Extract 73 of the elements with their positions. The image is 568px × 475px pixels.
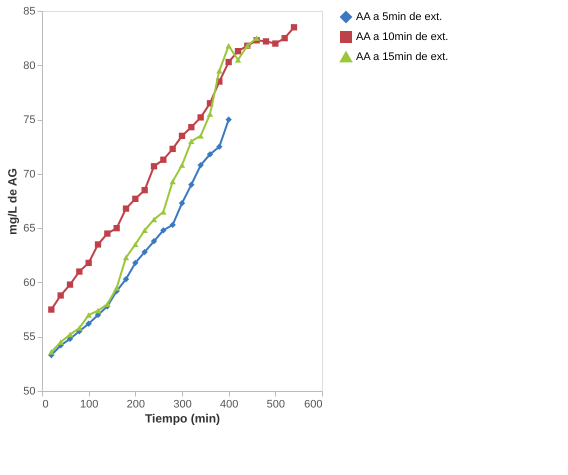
x-tick-label: 600	[304, 398, 322, 410]
x-tick-label: 400	[220, 398, 238, 410]
x-tick-label: 200	[126, 398, 146, 410]
point	[122, 205, 130, 212]
y-tick-label: 70	[23, 168, 36, 180]
point	[86, 320, 92, 327]
point	[76, 268, 82, 275]
legend-label: AA a 15min de ext.	[356, 51, 448, 63]
y-tick-label: 80	[23, 60, 36, 72]
point	[206, 151, 214, 158]
point	[114, 285, 120, 291]
x-tick-label: 100	[80, 398, 98, 410]
point	[104, 230, 110, 237]
point	[142, 186, 148, 194]
x-tick-label: 300	[173, 398, 192, 410]
point	[226, 58, 232, 66]
point	[94, 308, 102, 314]
point	[234, 57, 242, 63]
point	[170, 178, 176, 184]
point	[272, 40, 278, 47]
point	[142, 248, 148, 256]
y-tick-label: 85	[23, 6, 36, 18]
point	[160, 227, 166, 234]
point	[114, 224, 120, 232]
point	[188, 138, 194, 144]
point	[66, 281, 74, 288]
y-axis-title: mg/L de AG	[5, 168, 20, 235]
y-tick-label: 50	[23, 386, 36, 398]
point	[48, 306, 54, 313]
legend-label: AA a 10min de ext.	[356, 31, 448, 43]
point	[262, 38, 270, 45]
point	[216, 68, 222, 74]
point	[48, 349, 54, 355]
point	[58, 339, 64, 345]
point	[188, 182, 194, 188]
point	[132, 260, 138, 266]
x-axis-title: Tiempo (min)	[144, 412, 220, 426]
x-tick-label: 500	[266, 398, 286, 410]
point	[132, 196, 138, 202]
y-tick-label: 75	[23, 114, 36, 126]
point	[198, 162, 204, 168]
legend-label: AA a 5min de ext.	[356, 11, 442, 23]
point	[234, 48, 242, 54]
point	[216, 144, 222, 150]
point	[198, 133, 204, 139]
point	[170, 222, 176, 228]
y-tick-label: 60	[23, 276, 36, 289]
point	[86, 260, 92, 266]
point	[178, 162, 186, 168]
point	[132, 242, 138, 248]
point	[142, 228, 148, 234]
point	[94, 241, 102, 248]
point	[150, 216, 158, 222]
point	[160, 156, 166, 163]
point	[122, 254, 130, 260]
y-tick-label: 55	[23, 331, 36, 344]
point	[290, 24, 298, 30]
point	[86, 312, 92, 318]
point	[178, 132, 186, 140]
point	[198, 114, 204, 121]
point	[170, 146, 176, 152]
y-tick-label: 65	[23, 222, 36, 235]
point	[226, 43, 232, 48]
point	[282, 34, 288, 42]
point	[150, 163, 158, 170]
point	[178, 200, 186, 206]
point	[122, 276, 130, 282]
point	[58, 292, 64, 299]
point	[188, 124, 194, 130]
point	[226, 116, 232, 123]
point	[150, 238, 158, 244]
x-tick-label: 0	[42, 398, 49, 410]
point	[206, 111, 214, 117]
